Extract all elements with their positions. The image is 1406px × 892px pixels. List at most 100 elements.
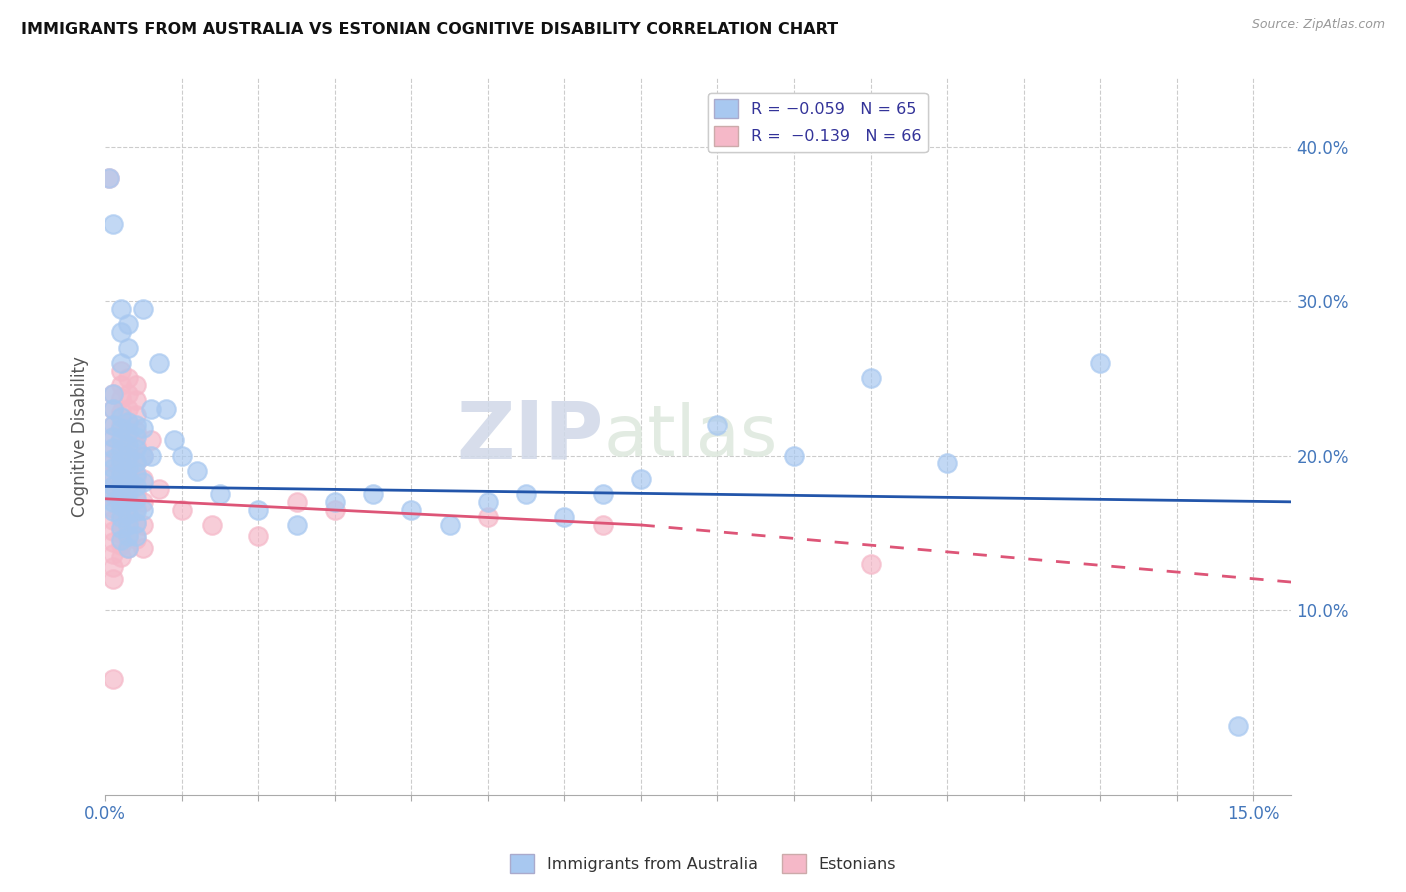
Point <box>706 417 728 432</box>
Point <box>125 516 148 531</box>
Point <box>117 341 139 355</box>
Point <box>132 495 155 509</box>
Point <box>125 430 148 444</box>
Point <box>110 442 132 457</box>
Point <box>110 433 132 447</box>
Point <box>110 513 132 527</box>
Text: atlas: atlas <box>603 401 778 471</box>
Point <box>132 518 155 533</box>
Point <box>117 541 139 556</box>
Point <box>125 467 148 481</box>
Point <box>110 409 132 424</box>
Point <box>117 529 139 543</box>
Point <box>117 442 139 457</box>
Point <box>125 377 148 392</box>
Point <box>208 487 231 501</box>
Point <box>125 491 148 506</box>
Point <box>101 467 124 481</box>
Point <box>110 455 132 469</box>
Point <box>117 461 139 475</box>
Point <box>101 572 124 586</box>
Point <box>110 500 132 514</box>
Point <box>101 495 124 509</box>
Point <box>101 535 124 549</box>
Point <box>125 455 148 469</box>
Point <box>201 518 224 533</box>
Point <box>110 325 132 339</box>
Point <box>163 433 186 447</box>
Point <box>132 301 155 316</box>
Point <box>110 421 132 435</box>
Point <box>148 356 170 370</box>
Point <box>132 421 155 435</box>
Text: Source: ZipAtlas.com: Source: ZipAtlas.com <box>1251 18 1385 31</box>
Point <box>117 483 139 498</box>
Point <box>110 489 132 503</box>
Point <box>125 455 148 469</box>
Point <box>117 449 139 463</box>
Point <box>110 405 132 419</box>
Point <box>101 430 124 444</box>
Point <box>110 550 132 565</box>
Point <box>125 417 148 432</box>
Point <box>125 442 148 457</box>
Point <box>101 386 124 401</box>
Point <box>139 402 162 417</box>
Point <box>117 455 139 469</box>
Point <box>110 392 132 406</box>
Point <box>117 438 139 452</box>
Legend: R = −0.059   N = 65, R =  −0.139   N = 66: R = −0.059 N = 65, R = −0.139 N = 66 <box>707 93 928 153</box>
Point <box>117 479 139 493</box>
Point <box>477 495 499 509</box>
Point <box>247 502 270 516</box>
Point <box>101 417 124 432</box>
Point <box>101 479 124 493</box>
Point <box>110 479 132 493</box>
Point <box>125 516 148 531</box>
Point <box>110 478 132 492</box>
Point <box>515 487 537 501</box>
Point <box>125 439 148 453</box>
Point <box>125 529 148 543</box>
Point <box>101 470 124 484</box>
Point <box>170 502 193 516</box>
Point <box>859 371 882 385</box>
Text: ZIP: ZIP <box>456 397 603 475</box>
Point <box>101 504 124 518</box>
Point <box>101 487 124 501</box>
Point <box>98 170 121 185</box>
Point <box>110 501 132 516</box>
Point <box>117 416 139 430</box>
Point <box>132 541 155 556</box>
Point <box>117 507 139 521</box>
Point <box>110 417 132 432</box>
Point <box>101 513 124 527</box>
Point <box>401 502 423 516</box>
Point <box>101 451 124 466</box>
Point <box>125 532 148 546</box>
Point <box>101 547 124 561</box>
Point <box>117 529 139 543</box>
Point <box>110 356 132 370</box>
Point <box>117 504 139 518</box>
Point <box>117 402 139 417</box>
Point <box>101 461 124 475</box>
Point <box>101 442 124 457</box>
Point <box>110 430 132 444</box>
Point <box>125 485 148 500</box>
Point <box>859 557 882 571</box>
Point <box>139 449 162 463</box>
Point <box>125 409 148 423</box>
Point <box>247 529 270 543</box>
Point <box>117 518 139 533</box>
Point <box>110 467 132 481</box>
Point <box>148 483 170 497</box>
Point <box>132 475 155 489</box>
Point <box>132 449 155 463</box>
Point <box>630 472 652 486</box>
Point <box>592 487 614 501</box>
Point <box>117 472 139 486</box>
Point <box>186 464 208 478</box>
Point <box>170 449 193 463</box>
Point <box>101 524 124 538</box>
